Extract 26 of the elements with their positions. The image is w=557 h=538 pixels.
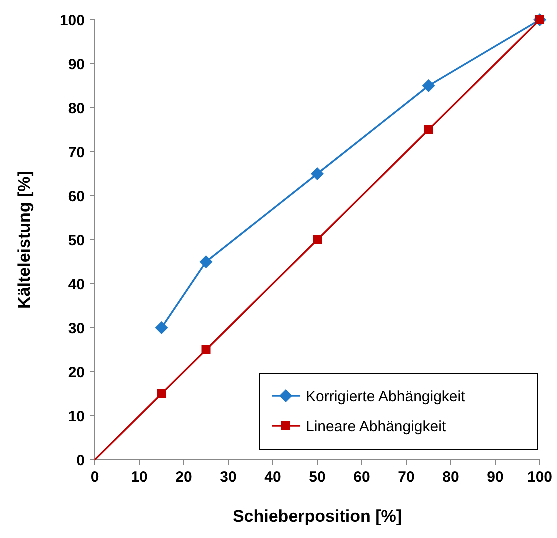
x-tick-label: 70 [398,469,415,486]
y-tick-label: 0 [76,452,85,470]
x-tick-label: 20 [176,469,192,486]
legend-label: Lineare Abhängigkeit [306,418,447,436]
x-tick-label: 40 [264,469,282,486]
y-tick-label: 50 [68,232,85,250]
y-tick-label: 20 [68,364,85,382]
legend-label: Korrigierte Abhängigkeit [306,388,466,406]
y-axis-title: Kälteleistung [%] [15,171,34,309]
x-tick-label: 80 [442,469,460,486]
y-tick-label: 30 [68,320,85,338]
y-tick-label: 60 [68,188,85,206]
x-tick-label: 100 [527,469,553,486]
y-tick-label: 80 [68,100,85,118]
y-tick-label: 40 [68,276,85,294]
x-tick-label: 60 [354,469,370,486]
x-tick-label: 30 [220,469,237,486]
x-tick-label: 90 [487,469,504,486]
y-tick-label: 10 [68,408,85,426]
y-tick-label: 100 [60,12,85,30]
x-tick-label: 10 [131,469,148,486]
y-tick-label: 90 [68,56,85,74]
x-axis-title: Schieberposition [%] [232,507,402,526]
y-tick-label: 70 [68,144,85,162]
x-tick-label: 50 [309,469,326,486]
x-tick-label: 0 [90,469,100,486]
